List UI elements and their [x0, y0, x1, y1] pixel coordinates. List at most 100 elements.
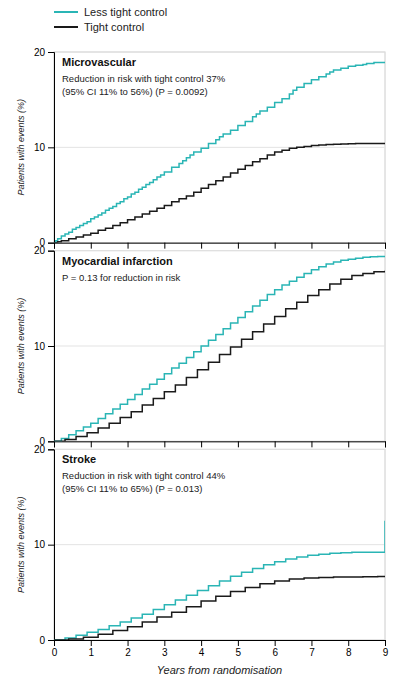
y-tick-label: 10	[34, 142, 46, 153]
x-tick	[128, 441, 129, 447]
x-tick-label: 5	[236, 647, 242, 658]
y-tick-mark	[48, 545, 54, 546]
x-tick-mark	[275, 243, 276, 249]
lines	[54, 62, 385, 242]
x-tick-mark	[311, 243, 312, 249]
x-axis	[55, 441, 386, 447]
x-tick-mark	[91, 441, 92, 447]
y-axis: 0 10 20	[34, 444, 55, 646]
x-tick-mark	[201, 243, 202, 249]
grid-line	[54, 52, 385, 53]
y-tick-label: 20	[34, 245, 46, 256]
x-tick-mark	[385, 441, 386, 447]
series-line	[54, 256, 385, 441]
y-axis-title: Patients with events (%)	[16, 298, 26, 395]
y-tick: 20	[34, 47, 54, 58]
legend-label: Tight control	[84, 21, 144, 33]
x-tick	[91, 243, 92, 249]
grid	[54, 251, 385, 442]
x-tick	[348, 441, 349, 447]
series-line	[54, 271, 385, 442]
x-tick-mark	[348, 243, 349, 249]
y-tick-label: 20	[34, 444, 46, 455]
x-tick-label: 7	[309, 647, 315, 658]
x-tick-mark	[128, 441, 129, 447]
x-tick: 1	[88, 640, 94, 658]
legend-item: Tight control	[54, 21, 144, 33]
x-tick-label: 0	[52, 647, 58, 658]
chart: Less tight controlTight control01020Micr…	[0, 0, 397, 686]
x-tick: 0	[52, 640, 58, 658]
y-tick: 20	[34, 245, 54, 256]
series-line	[54, 521, 385, 640]
x-tick	[385, 441, 386, 447]
legend: Less tight control Tight control	[54, 6, 167, 33]
x-tick-mark	[238, 441, 239, 447]
x-tick-label: 1	[88, 647, 94, 658]
y-tick-mark	[48, 52, 54, 53]
x-tick	[311, 441, 312, 447]
x-tick-mark	[164, 441, 165, 447]
legend-swatch	[54, 26, 78, 28]
y-tick: 10	[34, 539, 54, 550]
x-tick-mark	[311, 640, 312, 646]
x-tick-mark	[238, 243, 239, 249]
y-axis-line	[48, 53, 55, 244]
series-line	[54, 144, 385, 243]
x-tick	[275, 243, 276, 249]
x-tick	[164, 441, 165, 447]
x-tick-mark	[128, 640, 129, 646]
x-tick-mark	[238, 640, 239, 646]
x-axis-title: Years from randomisation	[157, 664, 282, 676]
panel-subtitle: Reduction in risk with tight control 37%	[62, 73, 226, 84]
panel: 01020Myocardial infarctionP = 0.13 for r…	[16, 245, 386, 447]
x-tick: 3	[162, 640, 168, 658]
lines	[54, 256, 385, 441]
x-tick-mark	[385, 243, 386, 249]
x-tick-label: 9	[383, 647, 389, 658]
x-tick	[238, 441, 239, 447]
legend-swatch	[54, 11, 78, 13]
x-tick-label: 3	[162, 647, 168, 658]
y-tick-mark	[48, 243, 54, 244]
y-tick-mark	[48, 251, 54, 252]
legend-item: Less tight control	[54, 6, 167, 18]
x-tick: 7	[309, 640, 315, 658]
x-tick-mark	[164, 640, 165, 646]
panel: 01020MicrovascularReduction in risk with…	[16, 47, 386, 249]
y-tick: 10	[34, 142, 54, 153]
x-tick: 2	[125, 640, 131, 658]
x-tick-label: 2	[125, 647, 131, 658]
y-axis: 01020	[34, 245, 55, 447]
x-tick	[201, 243, 202, 249]
x-tick-mark	[91, 640, 92, 646]
y-axis-title: Patients with events (%)	[16, 496, 26, 593]
x-tick	[91, 441, 92, 447]
x-tick	[201, 441, 202, 447]
x-tick-mark	[385, 640, 386, 646]
x-tick: 6	[272, 640, 278, 658]
x-tick-mark	[275, 441, 276, 447]
x-tick-label: 4	[199, 647, 205, 658]
y-tick-mark	[48, 346, 54, 347]
legend-label: Less tight control	[84, 6, 167, 18]
panel-subtitle: (95% CI 11% to 56%) (P = 0.0092)	[62, 86, 208, 97]
grid	[54, 449, 385, 640]
x-axis-line	[55, 641, 386, 647]
panel-subtitle: Reduction in risk with tight control 44%	[62, 470, 226, 481]
y-tick-label: 10	[34, 539, 46, 550]
y-tick-label: 0	[39, 635, 45, 646]
grid-line	[54, 449, 385, 450]
y-axis: 01020	[34, 47, 55, 249]
y-tick: 20	[34, 444, 54, 455]
y-tick: 0	[39, 635, 54, 646]
x-axis-line	[55, 243, 386, 249]
panel-title: Myocardial infarction	[62, 255, 173, 267]
x-tick	[348, 243, 349, 249]
x-tick-mark	[275, 640, 276, 646]
y-tick-mark	[48, 449, 54, 450]
x-tick-label: 6	[272, 647, 278, 658]
grid-line	[54, 250, 385, 251]
x-axis-line	[55, 442, 386, 448]
x-tick-mark	[201, 441, 202, 447]
